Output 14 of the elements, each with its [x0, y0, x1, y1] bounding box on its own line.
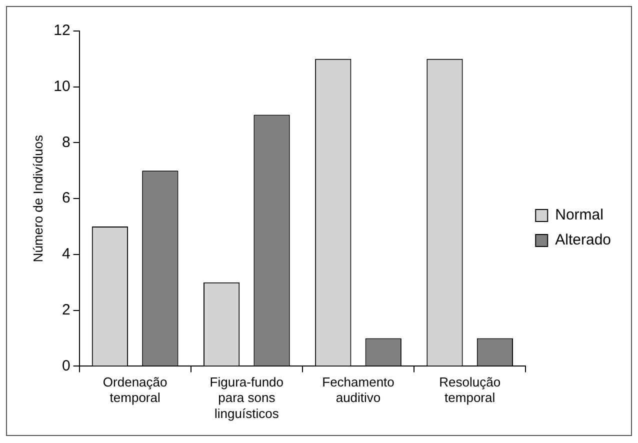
y-axis-title: Número de Indivíduos: [30, 134, 46, 262]
y-tick-label: 12: [54, 22, 70, 40]
x-tick-label: Resolução temporal: [439, 374, 501, 406]
x-tick-label: Fechamento auditivo: [322, 374, 394, 406]
y-tick-label: 6: [62, 190, 70, 207]
legend-label: Normal: [555, 206, 604, 224]
x-tick-label: Ordenação temporal: [102, 374, 168, 406]
y-tick-label: 8: [62, 134, 70, 151]
x-tick-label: Figura-fundo para sons linguísticos: [210, 374, 284, 421]
y-tick-label: 0: [62, 357, 70, 374]
y-tick-label: 2: [62, 301, 70, 318]
y-tick-label: 10: [54, 78, 70, 96]
legend-label: Alterado: [555, 232, 612, 249]
y-tick-label: 4: [62, 246, 70, 263]
